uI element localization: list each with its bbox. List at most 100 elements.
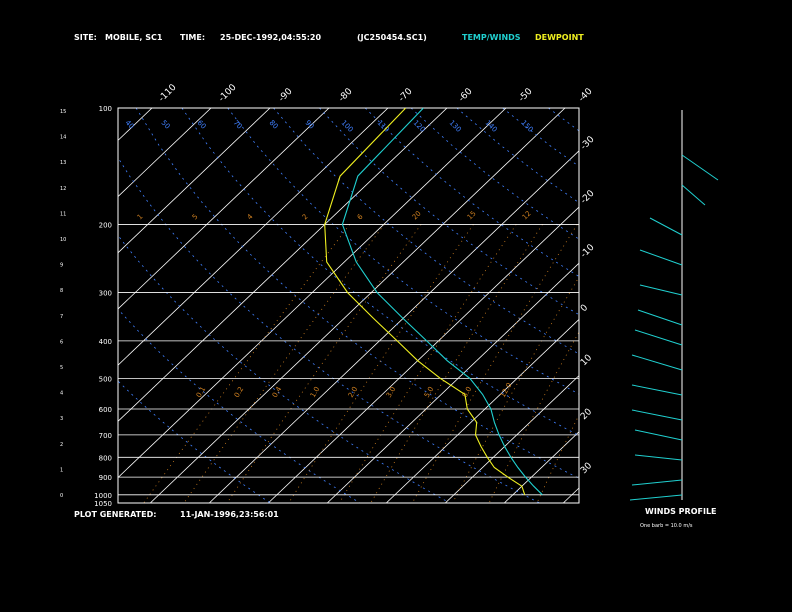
pressure-tick-label: 600 (99, 406, 112, 414)
mixing-ratio-label: 6 (356, 212, 365, 221)
temp-winds-legend: TEMP/WINDS (462, 33, 521, 42)
right-temp-tick-label: 30 (579, 461, 594, 476)
km-tick-label: 5 (60, 365, 63, 371)
dry-adiabat-line (135, 108, 579, 479)
mixing-ratio-label-low: 0.4 (271, 385, 284, 399)
adiabat-label: 130 (448, 119, 463, 134)
km-tick-label: 10 (60, 237, 66, 243)
dry-adiabat-line (273, 108, 579, 355)
km-tick-label: 3 (60, 416, 63, 422)
dry-adiabat-line (118, 156, 540, 503)
wind-barb (637, 309, 683, 326)
right-temp-tick-label: -20 (579, 188, 597, 206)
wind-barb (634, 429, 683, 441)
km-tick-label: 2 (60, 442, 63, 448)
mixing-ratio-label-low: 2.0 (347, 385, 359, 399)
isotherm-line (118, 108, 153, 141)
isotherm-line (118, 108, 448, 422)
pressure-tick-label: 1000 (94, 492, 112, 500)
pressure-tick-label: 500 (99, 375, 112, 383)
mixing-ratio-line (183, 224, 385, 503)
km-tick-label: 0 (60, 493, 63, 499)
winds-profile-title: WINDS PROFILE (645, 507, 717, 516)
adiabat-label: 40 (124, 119, 136, 131)
wind-barb (639, 249, 683, 266)
dry-adiabat-line (181, 108, 579, 437)
km-tick-label: 7 (60, 314, 63, 320)
adiabat-label: 90 (304, 119, 316, 131)
pressure-tick-label: 800 (99, 454, 112, 462)
wind-barb (634, 329, 683, 346)
wind-barb (631, 354, 683, 371)
adiabat-label: 80 (268, 119, 280, 131)
mixing-ratio-line (488, 331, 579, 503)
km-tick-label: 9 (60, 263, 63, 269)
mixing-ratio-label: 12 (521, 209, 533, 221)
plot-frame (117, 107, 580, 504)
plot-generated-value: 11-JAN-1996,23:56:01 (180, 510, 279, 519)
dewpoint-legend: DEWPOINT (535, 33, 584, 42)
isotherm-line (118, 108, 271, 254)
mixing-ratio-line (411, 224, 578, 503)
wind-barb (631, 409, 683, 421)
km-tick-label: 13 (60, 160, 66, 166)
pressure-tick-label: 100 (99, 105, 112, 113)
right-temp-tick-label: 10 (579, 353, 594, 368)
mixing-ratio-label: 2 (301, 213, 310, 222)
isotherm-line (118, 108, 507, 479)
km-tick-label: 12 (60, 186, 66, 192)
mixing-ratio-line (536, 414, 579, 503)
isotherm-line (118, 108, 212, 198)
top-temp-tick-label: -90 (277, 86, 295, 104)
top-temp-tick-label: -40 (577, 86, 595, 104)
wind-barb (639, 284, 683, 296)
isotherm-line (0, 108, 93, 503)
pressure-tick-label: 700 (99, 432, 112, 440)
isotherm-line (267, 206, 579, 503)
dewpoint-profile-line (324, 108, 526, 495)
wind-barb (634, 454, 683, 461)
adiabat-label: 120 (412, 119, 427, 134)
km-tick-label: 14 (60, 135, 66, 141)
top-temp-tick-label: -100 (217, 82, 239, 104)
km-tick-label: 11 (60, 211, 66, 217)
mixing-ratio-label-low: 3.0 (385, 385, 397, 399)
top-temp-tick-label: -50 (517, 86, 535, 104)
winds-note: One barb = 10.0 m/s (640, 523, 693, 529)
pressure-tick-label: 200 (99, 221, 112, 229)
km-tick-label: 6 (60, 339, 63, 345)
right-temp-tick-label: 20 (579, 407, 594, 422)
mixing-ratio-label: 1 (136, 213, 145, 222)
isotherm-line (118, 108, 389, 366)
km-tick-label: 4 (60, 391, 63, 397)
isotherm-line (326, 262, 579, 503)
adiabat-label: 100 (340, 119, 355, 134)
adiabat-label: 140 (484, 119, 499, 134)
top-temp-tick-label: -60 (457, 86, 475, 104)
plot-generated-label: PLOT GENERATED: (74, 510, 157, 519)
isotherm-line (149, 108, 566, 503)
time-value: 25-DEC-1992,04:55:20 (220, 33, 322, 42)
mixing-ratio-label: 15 (466, 209, 478, 221)
isotherm-line (208, 150, 579, 503)
pressure-tick-label: 300 (99, 290, 112, 298)
mixing-ratio-label-low: 0.2 (233, 385, 245, 399)
isotherm-line (444, 375, 579, 503)
pressure-tick-label: 400 (99, 338, 112, 346)
adiabat-label: 50 (160, 119, 172, 131)
km-tick-label: 8 (60, 288, 63, 294)
mixing-ratio-line (288, 224, 474, 503)
time-label: TIME: (180, 33, 206, 42)
site-label: SITE: (74, 33, 97, 42)
mixing-ratio-label-low: 0.1 (195, 385, 207, 399)
wind-barb (681, 184, 706, 206)
dry-adiabat-line (410, 108, 579, 240)
km-tick-label: 15 (60, 109, 66, 115)
wind-barb (649, 217, 683, 236)
isotherm-line (118, 108, 330, 310)
dry-adiabat-line (594, 108, 792, 503)
mixing-ratio-label-low: 8.0 (461, 385, 473, 399)
right-temp-tick-label: -10 (579, 242, 597, 260)
right-temp-tick-label: 0 (579, 303, 590, 314)
